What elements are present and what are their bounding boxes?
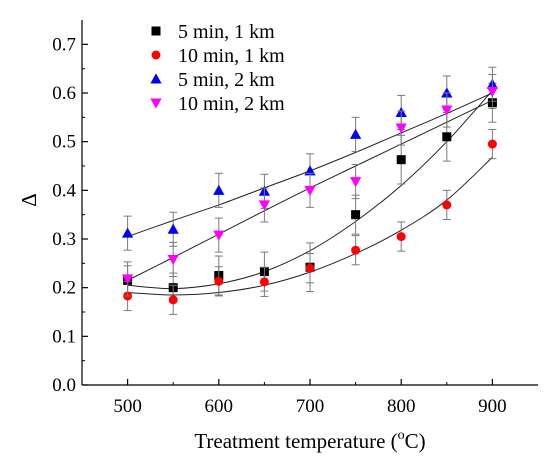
data-point xyxy=(167,254,179,266)
data-point xyxy=(442,132,452,142)
data-point xyxy=(396,232,406,242)
x-axis-title-suffix: C) xyxy=(405,429,426,453)
y-tick-label: 0.4 xyxy=(52,180,76,201)
data-point xyxy=(442,200,452,210)
data-point xyxy=(121,227,134,238)
data-point xyxy=(168,295,178,305)
data-point xyxy=(441,87,453,98)
legend-label: 10 min, 1 km xyxy=(178,45,285,67)
axes: 0.0 0.1 0.2 0.3 0.4 0.5 0.6 0.7 500 600 700 800 900 xyxy=(52,20,538,417)
series-4 xyxy=(121,74,499,297)
legend-label: 5 min, 2 km xyxy=(178,69,275,91)
legend-marker xyxy=(151,50,161,60)
x-tick-label: 700 xyxy=(296,396,325,417)
data-point xyxy=(214,276,224,286)
x-tick-label: 500 xyxy=(113,396,142,417)
x-axis-title-main: Treatment temperature ( xyxy=(194,429,397,453)
data-point xyxy=(486,87,499,98)
data-point xyxy=(351,245,361,255)
data-point xyxy=(487,139,497,149)
data-point xyxy=(395,123,407,134)
data-point xyxy=(396,155,406,165)
data-point xyxy=(213,184,225,195)
legend-label: 5 min, 1 km xyxy=(178,21,275,43)
y-tick-label: 0.3 xyxy=(52,229,76,250)
plot-area xyxy=(121,66,499,315)
legend-label: 10 min, 2 km xyxy=(178,93,285,115)
data-point xyxy=(349,177,362,188)
data-point xyxy=(258,200,271,211)
data-point xyxy=(351,210,361,220)
data-point xyxy=(213,230,225,241)
x-tick-label: 900 xyxy=(478,396,507,417)
data-point xyxy=(441,105,453,116)
data-point xyxy=(167,223,179,234)
data-point xyxy=(259,277,269,287)
data-point xyxy=(121,274,134,285)
y-tick-label: 0.6 xyxy=(52,83,76,104)
series-3 xyxy=(121,66,499,251)
data-point xyxy=(304,185,316,196)
y-tick-label: 0.7 xyxy=(52,34,76,55)
y-tick-label: 0.5 xyxy=(52,132,76,153)
y-tick-label: 0.0 xyxy=(52,375,76,396)
y-tick-label: 0.2 xyxy=(52,278,76,299)
x-axis-title-superscript: o xyxy=(398,428,405,443)
x-axis-title: Treatment temperature (oC) xyxy=(194,428,425,453)
y-tick-label: 0.1 xyxy=(52,326,76,347)
legend-marker xyxy=(151,26,161,36)
data-point xyxy=(349,128,362,139)
y-axis-title: Δ xyxy=(17,193,41,207)
series-2 xyxy=(123,129,497,315)
data-point xyxy=(305,263,315,273)
legend-marker xyxy=(150,98,162,109)
x-tick-label: 600 xyxy=(205,396,234,417)
legend-marker xyxy=(150,73,162,84)
x-tick-label: 800 xyxy=(387,396,416,417)
